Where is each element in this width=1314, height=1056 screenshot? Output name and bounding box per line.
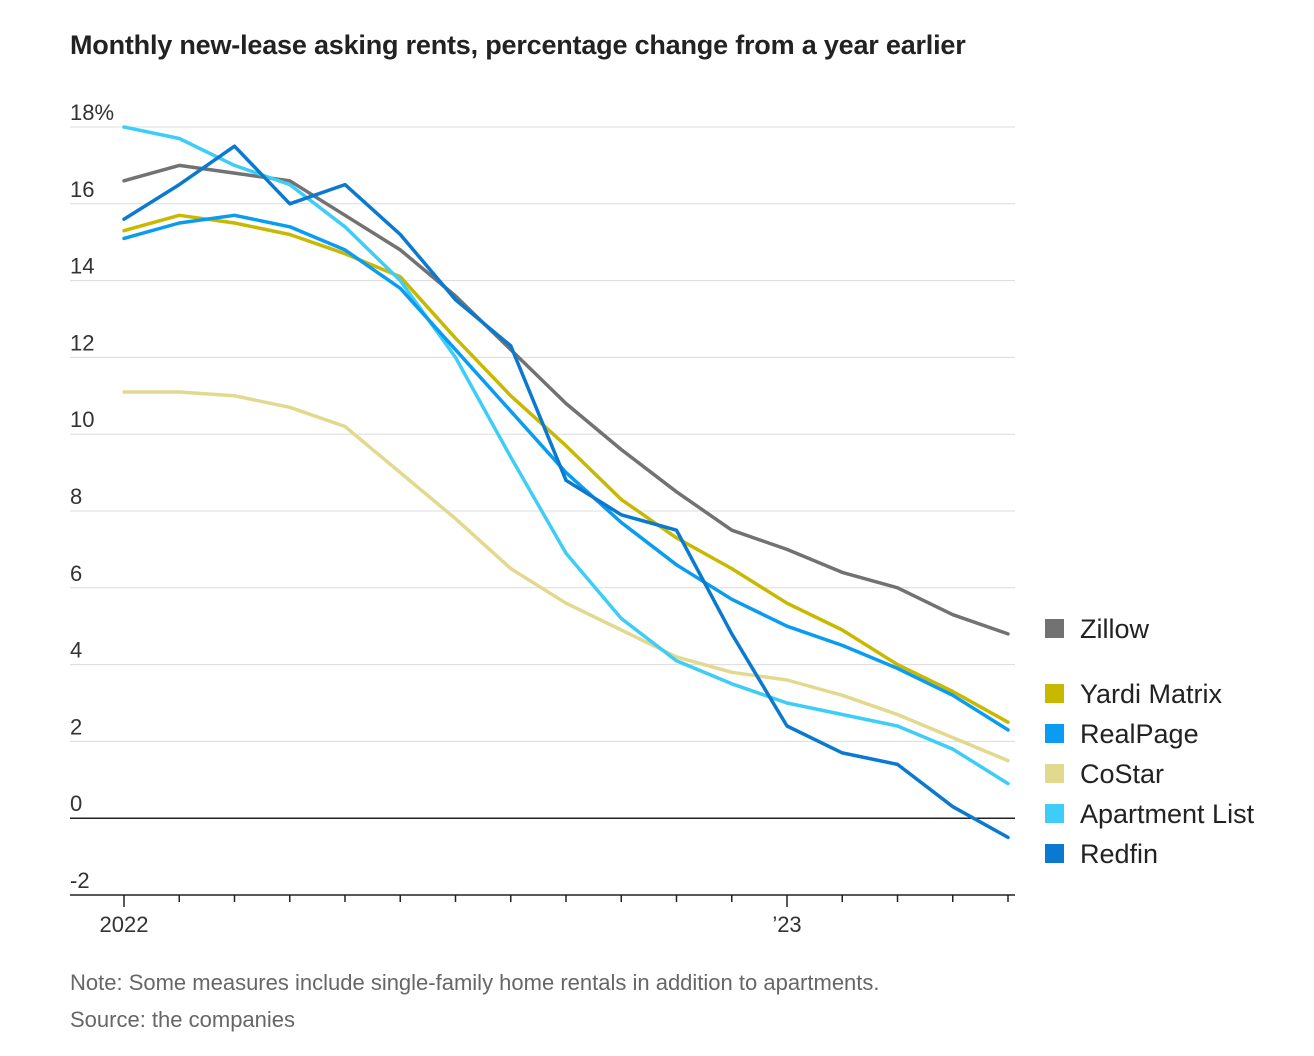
legend-swatch-redfin <box>1045 844 1064 863</box>
y-tick-label: 10 <box>70 407 94 432</box>
line-chart: -2 0 2 4 6 8 10 12 14 16 18% 2022 ’23 Zillow Yardi M… <box>70 100 1255 937</box>
y-tick-label: 12 <box>70 330 94 355</box>
legend-swatch-yardi-matrix <box>1045 684 1064 703</box>
legend-label-costar: CoStar <box>1080 759 1164 789</box>
gridlines <box>70 126 1015 819</box>
note-text: Note: Some measures include single-famil… <box>70 970 880 995</box>
series-line-costar <box>122 390 1010 763</box>
legend-swatch-realpage <box>1045 724 1064 743</box>
series-line-apartment-list <box>122 125 1010 786</box>
series-line-yardi-matrix <box>122 213 1010 724</box>
y-tick-label: 16 <box>70 177 94 202</box>
y-tick-label: 0 <box>70 791 82 816</box>
y-tick-label: -2 <box>70 868 90 893</box>
series-line-realpage <box>122 213 1010 732</box>
y-axis-ticks: -2 0 2 4 6 8 10 12 14 16 18% <box>70 100 114 893</box>
y-tick-label: 8 <box>70 484 82 509</box>
y-tick-label: 14 <box>70 254 94 279</box>
y-tick-label: 4 <box>70 638 82 663</box>
legend-label-zillow: Zillow <box>1080 614 1150 644</box>
x-tick-label: 2022 <box>100 912 149 937</box>
y-tick-label: 18% <box>70 100 114 125</box>
y-tick-label: 6 <box>70 561 82 586</box>
y-tick-label: 2 <box>70 714 82 739</box>
legend-swatch-costar <box>1045 764 1064 783</box>
legend-label-redfin: Redfin <box>1080 839 1158 869</box>
x-axis: 2022 ’23 <box>70 894 1015 937</box>
series-line-redfin <box>122 144 1010 840</box>
series-lines <box>122 125 1010 840</box>
legend-label-apartment-list: Apartment List <box>1080 799 1255 829</box>
chart-notes: Note: Some measures include single-famil… <box>70 964 880 1038</box>
legend-label-yardi-matrix: Yardi Matrix <box>1080 679 1223 709</box>
chart-title: Monthly new-lease asking rents, percenta… <box>70 30 966 60</box>
x-tick-label: ’23 <box>772 912 801 937</box>
legend-label-realpage: RealPage <box>1080 719 1199 749</box>
legend-swatch-zillow <box>1045 619 1064 638</box>
legend-swatch-apartment-list <box>1045 804 1064 823</box>
source-text: Source: the companies <box>70 1007 296 1032</box>
legend: Zillow Yardi Matrix RealPage CoStar Apartmen… <box>1045 614 1255 869</box>
